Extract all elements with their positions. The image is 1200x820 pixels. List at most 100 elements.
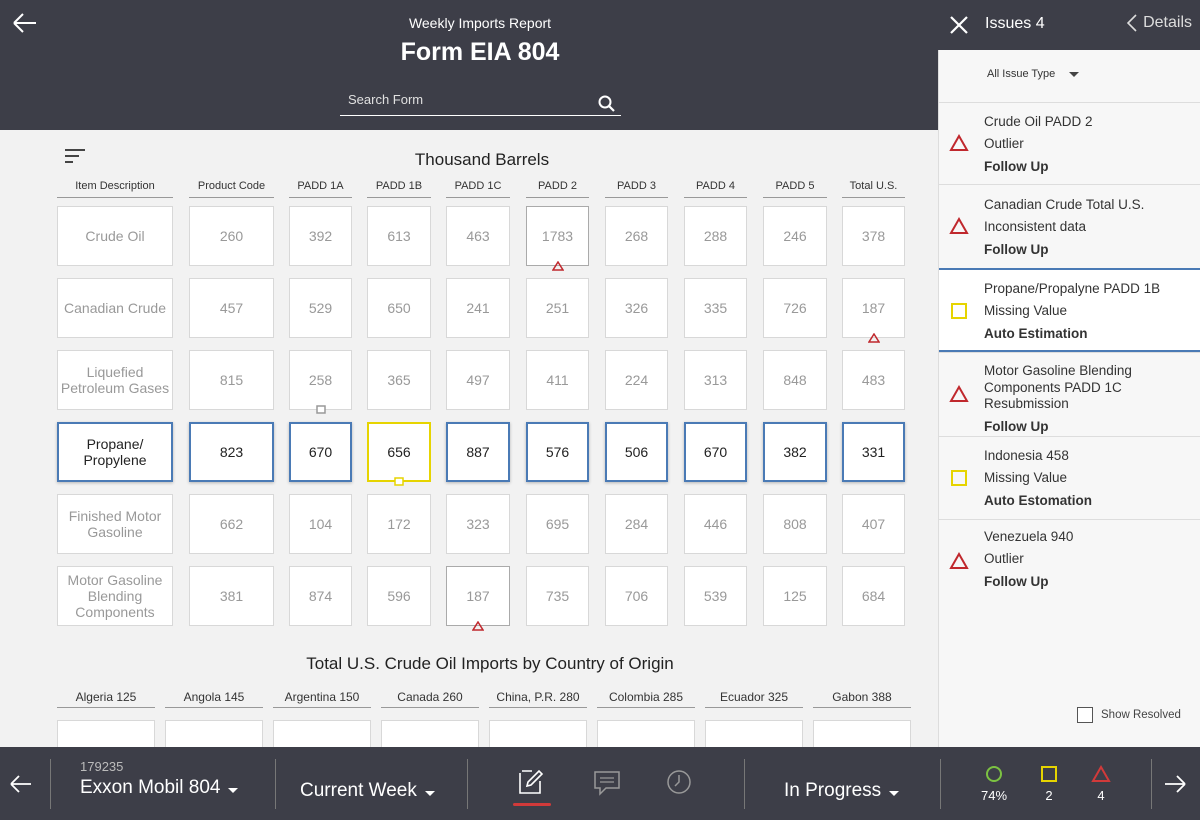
value-cell[interactable]: 246 [763,206,827,266]
value-cell[interactable]: 224 [605,350,668,410]
value-cell[interactable]: 726 [763,278,827,338]
value-cell[interactable]: 684 [842,566,905,626]
country-value-cell[interactable] [165,720,263,747]
search-icon[interactable] [597,94,617,114]
value-cell[interactable]: 268 [605,206,668,266]
value-cell[interactable]: 104 [289,494,352,554]
issue-item[interactable]: Crude Oil PADD 2 Outlier Follow Up [939,102,1200,184]
history-clock-icon[interactable] [664,767,694,797]
complete-circle-icon [986,766,1002,782]
value-cell[interactable]: 260 [189,206,274,266]
details-link[interactable]: Details [1127,14,1192,32]
value-cell[interactable]: 187 [446,566,510,626]
value-cell[interactable]: 187 [842,278,905,338]
value-cell[interactable]: 662 [189,494,274,554]
show-resolved-checkbox[interactable] [1077,707,1093,723]
value-cell[interactable]: 808 [763,494,827,554]
value-cell[interactable]: 497 [446,350,510,410]
value-cell[interactable]: 887 [446,422,510,482]
warning-triangle-icon [949,385,969,402]
period-selector[interactable]: Current Week [300,780,435,802]
next-arrow-icon[interactable] [1162,771,1188,797]
edit-icon[interactable] [516,767,546,797]
issue-type-filter[interactable]: All Issue Type [987,68,1080,80]
value-cell[interactable]: 613 [367,206,431,266]
issue-action[interactable]: Follow Up [984,242,1049,257]
previous-arrow-icon[interactable] [8,771,34,797]
issue-action[interactable]: Follow Up [984,159,1049,174]
value-cell[interactable]: 483 [842,350,905,410]
value-cell[interactable]: 381 [189,566,274,626]
country-value-cell[interactable] [813,720,911,747]
value-cell[interactable]: 241 [446,278,510,338]
value-cell[interactable]: 539 [684,566,747,626]
issue-action[interactable]: Follow Up [984,419,1049,434]
warnings-value: 4 [1097,788,1105,803]
search-input[interactable] [348,92,588,107]
report-subtitle: Weekly Imports Report [408,15,552,31]
value-cell[interactable]: 326 [605,278,668,338]
value-cell[interactable]: 382 [763,422,827,482]
value-cell[interactable]: 695 [526,494,589,554]
value-cell[interactable]: 874 [289,566,352,626]
missing-square-icon [951,469,967,486]
issue-item[interactable]: Motor Gasoline Blending Components PADD … [939,352,1200,436]
issue-action[interactable]: Auto Estomation [984,493,1092,508]
value-cell[interactable]: 313 [684,350,747,410]
show-resolved-toggle[interactable]: Show Resolved [1077,707,1181,723]
value-cell[interactable]: 392 [289,206,352,266]
value-cell[interactable]: 463 [446,206,510,266]
issue-item[interactable]: Propane/Propalyne PADD 1B Missing Value Au… [939,268,1200,352]
value-cell[interactable]: 815 [189,350,274,410]
row-label: Propane/ Propylene [57,422,173,482]
value-cell[interactable]: 596 [367,566,431,626]
country-value-cell[interactable] [489,720,587,747]
value-cell[interactable]: 735 [526,566,589,626]
value-cell[interactable]: 172 [367,494,431,554]
value-cell[interactable]: 331 [842,422,905,482]
sort-icon[interactable] [64,148,86,164]
value-cell[interactable]: 125 [763,566,827,626]
company-selector[interactable]: Exxon Mobil 804 [80,777,239,799]
value-cell[interactable]: 670 [684,422,747,482]
row-label: Canadian Crude [57,278,173,338]
value-cell[interactable]: 365 [367,350,431,410]
status-selector[interactable]: In Progress [784,780,900,802]
value-cell[interactable]: 656 [367,422,431,482]
value-cell[interactable]: 323 [446,494,510,554]
value-cell[interactable]: 706 [605,566,668,626]
column-header: PADD 3 [605,180,668,198]
column-header: Item Description [57,180,173,198]
issue-action[interactable]: Auto Estimation [984,326,1088,341]
comment-icon[interactable] [592,767,622,797]
issue-action[interactable]: Follow Up [984,574,1049,589]
value-cell[interactable]: 506 [605,422,668,482]
value-cell[interactable]: 576 [526,422,589,482]
country-value-cell[interactable] [597,720,695,747]
country-value-cell[interactable] [705,720,803,747]
value-cell[interactable]: 670 [289,422,352,482]
value-cell[interactable]: 288 [684,206,747,266]
issue-item[interactable]: Indonesia 458 Missing Value Auto Estomatio… [939,436,1200,519]
issue-item[interactable]: Canadian Crude Total U.S. Inconsistent da… [939,184,1200,268]
value-cell[interactable]: 378 [842,206,905,266]
value-cell[interactable]: 407 [842,494,905,554]
country-value-cell[interactable] [57,720,155,747]
back-arrow-icon[interactable] [10,8,40,38]
country-value-cell[interactable] [381,720,479,747]
value-cell[interactable]: 1783 [526,206,589,266]
value-cell[interactable]: 823 [189,422,274,482]
close-icon[interactable] [948,14,970,36]
value-cell[interactable]: 529 [289,278,352,338]
value-cell[interactable]: 650 [367,278,431,338]
value-cell[interactable]: 335 [684,278,747,338]
value-cell[interactable]: 848 [763,350,827,410]
country-value-cell[interactable] [273,720,371,747]
value-cell[interactable]: 251 [526,278,589,338]
value-cell[interactable]: 258 [289,350,352,410]
value-cell[interactable]: 457 [189,278,274,338]
issue-item[interactable]: Venezuela 940 Outlier Follow Up [939,519,1200,602]
value-cell[interactable]: 446 [684,494,747,554]
value-cell[interactable]: 411 [526,350,589,410]
value-cell[interactable]: 284 [605,494,668,554]
